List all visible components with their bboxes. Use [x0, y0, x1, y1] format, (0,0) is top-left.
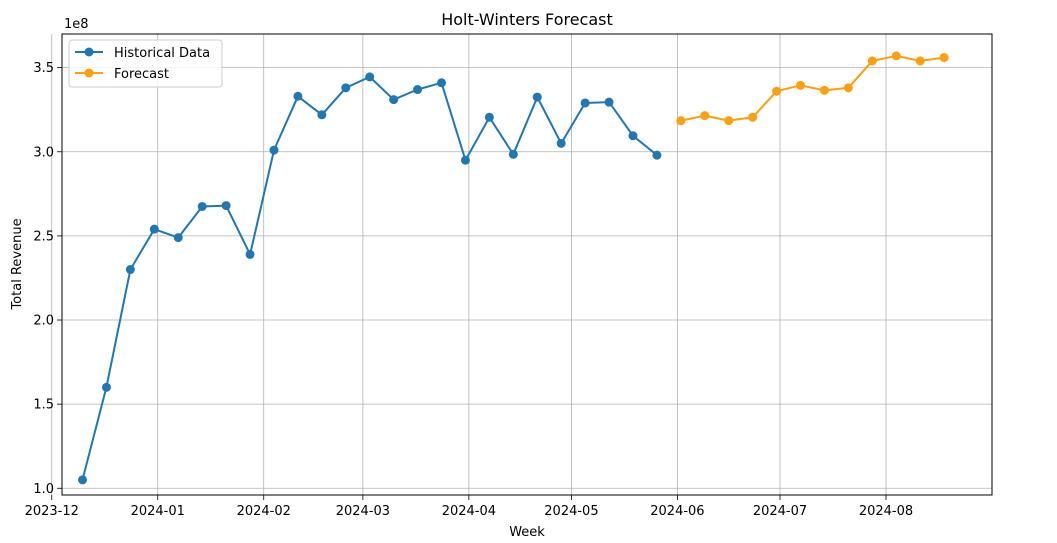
y-tick-label: 1.5: [33, 398, 54, 413]
historical-data-point: [173, 233, 183, 243]
historical-data-point: [125, 265, 135, 275]
historical-data-point: [293, 91, 303, 101]
historical-data-point: [556, 138, 566, 148]
plot-frame: [61, 33, 993, 496]
historical-data-point: [532, 92, 542, 102]
historical-data-point: [365, 72, 375, 82]
historical-data-point: [484, 112, 494, 122]
x-tick-label: 2024-07: [753, 504, 807, 519]
x-tick-label: 2024-05: [544, 504, 598, 519]
forecast-point: [843, 83, 853, 93]
chart-title: Holt-Winters Forecast: [441, 10, 613, 29]
y-axis-offset-label: 1e8: [64, 17, 89, 32]
y-tick-label: 3.0: [33, 145, 54, 160]
legend-label-forecast: Forecast: [114, 67, 169, 82]
historical-data-point: [197, 201, 207, 211]
x-tick-label: 2024-02: [237, 504, 291, 519]
forecast-point: [748, 112, 758, 122]
y-axis: 1.0 1.5 2.0 2.5 3.0 3.5: [33, 61, 62, 497]
legend-box: [68, 39, 223, 88]
historical-data-point: [78, 475, 88, 485]
legend-marker-historical: [84, 47, 94, 57]
historical-data-point: [460, 155, 470, 165]
historical-data-point: [101, 382, 111, 392]
historical-data-point: [389, 95, 399, 105]
forecast-point: [724, 116, 734, 126]
x-axis: 2023-12 2024-01 2024-02 2024-03 2024-04 2024-…: [25, 495, 913, 519]
x-tick-label: 2024-06: [650, 504, 704, 519]
legend: Historical Data Forecast: [68, 39, 223, 88]
legend-marker-forecast: [84, 68, 94, 78]
historical-data-point: [149, 224, 159, 234]
forecast-point: [915, 56, 925, 66]
y-tick-label: 2.0: [33, 314, 54, 329]
series-layer: [78, 51, 949, 485]
y-axis-title: Total Revenue: [10, 218, 25, 310]
forecast-point: [796, 80, 806, 90]
legend-label-historical: Historical Data: [114, 46, 210, 61]
x-axis-title: Week: [509, 525, 545, 540]
forecast-point: [676, 116, 686, 126]
y-tick-label: 2.5: [33, 229, 54, 244]
x-tick-label: 2024-08: [859, 504, 913, 519]
forecast-point: [939, 53, 949, 63]
historical-data-point: [341, 83, 351, 93]
forecast-point: [772, 86, 782, 96]
grid-lines: [51, 34, 992, 495]
forecast-point: [700, 111, 710, 121]
historical-data-point: [604, 97, 614, 107]
historical-data-point: [652, 150, 662, 160]
forecast-point: [891, 51, 901, 61]
historical-data-point: [580, 98, 590, 108]
forecast-point: [867, 56, 877, 66]
historical-data-point: [437, 78, 447, 88]
y-tick-label: 1.0: [33, 482, 54, 497]
x-tick-label: 2023-12: [25, 504, 79, 519]
historical-data-point: [628, 131, 638, 141]
historical-data-point: [245, 249, 255, 259]
forecast-point: [819, 85, 829, 95]
x-tick-label: 2024-03: [336, 504, 390, 519]
historical-data-point: [508, 149, 518, 159]
historical-data-point: [269, 145, 279, 155]
y-tick-label: 3.5: [33, 61, 54, 76]
x-tick-label: 2024-04: [442, 504, 496, 519]
x-tick-label: 2024-01: [131, 504, 185, 519]
historical-data-point: [317, 110, 327, 120]
historical-data-point: [413, 85, 423, 95]
historical-data-point: [221, 201, 231, 211]
